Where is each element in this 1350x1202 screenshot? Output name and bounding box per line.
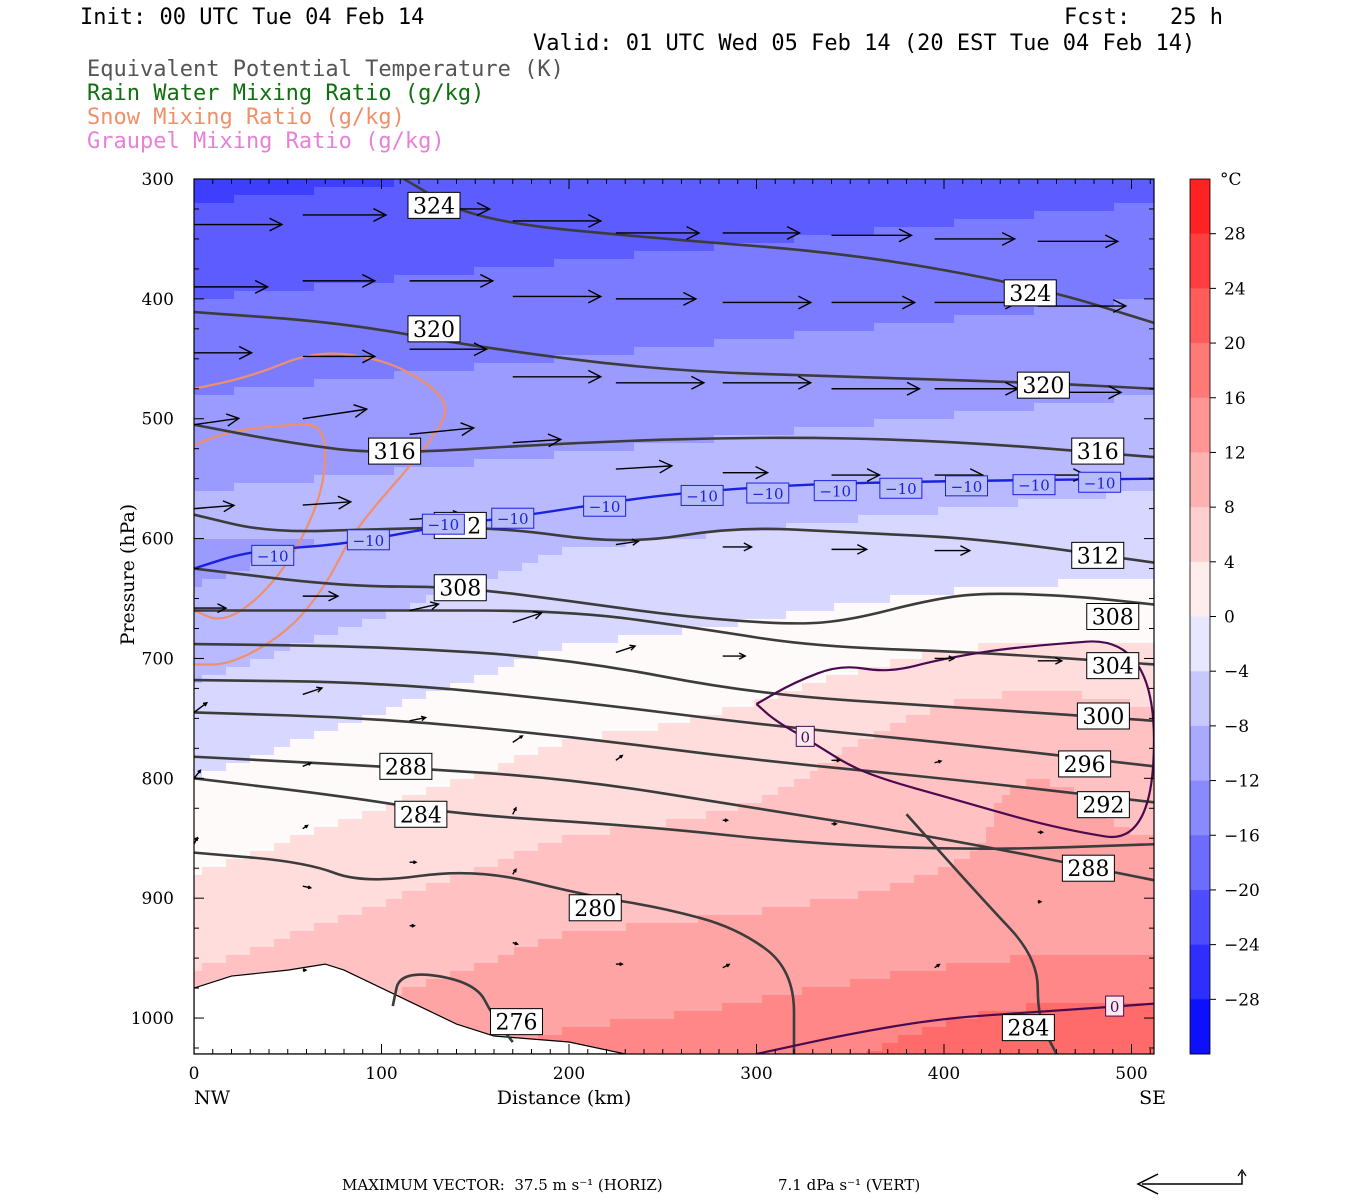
y-tick-label: 800 bbox=[142, 769, 174, 789]
colorbar-tick-label: −4 bbox=[1224, 662, 1249, 682]
theta-e-label: 280 bbox=[574, 897, 616, 922]
theta-e-label: 308 bbox=[1092, 606, 1134, 631]
x-tick-label: 300 bbox=[740, 1064, 772, 1084]
colorbar-tick-label: 20 bbox=[1224, 334, 1246, 354]
y-tick-label: 300 bbox=[142, 170, 174, 190]
isotherm-label: −10 bbox=[1084, 474, 1116, 492]
theta-e-label: 324 bbox=[413, 194, 455, 219]
x-tick-label: 500 bbox=[1115, 1064, 1147, 1084]
isotherm-label: −10 bbox=[885, 480, 917, 498]
colorbar-tick-label: 12 bbox=[1224, 443, 1246, 463]
x-end-label-left: NW bbox=[194, 1087, 231, 1109]
y-tick-label: 500 bbox=[142, 410, 174, 430]
colorbar-swatch bbox=[1190, 781, 1210, 836]
y-tick-label: 600 bbox=[142, 530, 174, 550]
theta-e-label: 316 bbox=[374, 440, 416, 465]
x-end-label-right: SE bbox=[1139, 1087, 1166, 1109]
theta-e-label: 284 bbox=[400, 803, 442, 828]
colorbar-tick-label: 8 bbox=[1224, 498, 1235, 518]
isotherm-label: −10 bbox=[589, 498, 621, 516]
theta-e-label: 288 bbox=[385, 755, 427, 780]
colorbar-unit: °C bbox=[1220, 170, 1242, 190]
y-tick-label: 1000 bbox=[131, 1009, 174, 1029]
isotherm-label: −10 bbox=[686, 487, 718, 505]
colorbar-swatch bbox=[1190, 398, 1210, 453]
y-tick-label: 900 bbox=[142, 889, 174, 909]
colorbar-swatch bbox=[1190, 671, 1210, 726]
y-tick-label: 400 bbox=[142, 290, 174, 310]
colorbar-swatch bbox=[1190, 452, 1210, 507]
theta-e-label: 308 bbox=[439, 577, 481, 602]
colorbar-swatch bbox=[1190, 288, 1210, 343]
theta-e-label: 284 bbox=[1007, 1017, 1049, 1042]
x-axis-label: Distance (km) bbox=[497, 1087, 632, 1109]
theta-e-label: 320 bbox=[1022, 374, 1064, 399]
x-tick-label: 400 bbox=[928, 1064, 960, 1084]
colorbar-swatch bbox=[1190, 343, 1210, 398]
colorbar-tick-label: −28 bbox=[1224, 990, 1260, 1010]
isotherm-label: −10 bbox=[951, 478, 983, 496]
colorbar-swatch bbox=[1190, 835, 1210, 890]
isotherm-label: −10 bbox=[353, 532, 385, 550]
isotherm-label: −10 bbox=[257, 547, 289, 565]
x-tick-label: 0 bbox=[189, 1064, 200, 1084]
max-vector-vert: 7.1 dPa s⁻¹ (VERT) bbox=[778, 1176, 920, 1194]
colorbar-swatch bbox=[1190, 999, 1210, 1054]
colorbar-swatch bbox=[1190, 179, 1210, 234]
isotherm-label: −10 bbox=[819, 483, 851, 501]
colorbar-tick-label: 28 bbox=[1224, 225, 1246, 245]
theta-e-label: 292 bbox=[1082, 794, 1124, 819]
theta-e-label: 320 bbox=[413, 318, 455, 343]
colorbar-tick-label: −20 bbox=[1224, 881, 1260, 901]
colorbar-tick-label: −24 bbox=[1224, 936, 1260, 956]
y-tick-label: 700 bbox=[142, 649, 174, 669]
theta-e-label: 276 bbox=[496, 1011, 538, 1036]
reference-vector-icon bbox=[1130, 1162, 1250, 1202]
colorbar-tick-label: −8 bbox=[1224, 717, 1249, 737]
colorbar-tick-label: 0 bbox=[1224, 608, 1235, 628]
theta-e-label: 312 bbox=[1077, 544, 1119, 569]
theta-e-label: 304 bbox=[1092, 655, 1134, 680]
x-tick-label: 200 bbox=[553, 1064, 585, 1084]
theta-e-label: 296 bbox=[1064, 753, 1106, 778]
theta-e-label: 288 bbox=[1067, 857, 1109, 882]
colorbar-swatch bbox=[1190, 617, 1210, 672]
y-axis-label: Pressure (hPa) bbox=[117, 504, 139, 646]
isotherm-label: −10 bbox=[428, 516, 460, 534]
colorbar-tick-label: 24 bbox=[1224, 279, 1246, 299]
max-vector-horiz: MAXIMUM VECTOR: 37.5 m s⁻¹ (HORIZ) bbox=[342, 1176, 663, 1194]
isotherm-label: 0 bbox=[800, 728, 810, 746]
isotherm-label: −10 bbox=[497, 510, 529, 528]
theta-e-label: 316 bbox=[1077, 440, 1119, 465]
colorbar-swatch bbox=[1190, 562, 1210, 617]
colorbar-swatch bbox=[1190, 507, 1210, 562]
colorbar-swatch bbox=[1190, 945, 1210, 1000]
theta-e-label: 324 bbox=[1009, 282, 1051, 307]
isotherm-label: −10 bbox=[752, 485, 784, 503]
colorbar-tick-label: 16 bbox=[1224, 389, 1246, 409]
colorbar-tick-label: −12 bbox=[1224, 772, 1260, 792]
colorbar-swatch bbox=[1190, 726, 1210, 781]
colorbar-swatch bbox=[1190, 234, 1210, 289]
theta-e-label: 300 bbox=[1082, 705, 1124, 730]
colorbar-tick-label: −16 bbox=[1224, 826, 1260, 846]
colorbar-swatch bbox=[1190, 890, 1210, 945]
isotherm-label: 0 bbox=[1110, 998, 1120, 1016]
colorbar-tick-label: 4 bbox=[1224, 553, 1235, 573]
isotherm-label: −10 bbox=[1018, 477, 1050, 495]
x-tick-label: 100 bbox=[365, 1064, 397, 1084]
